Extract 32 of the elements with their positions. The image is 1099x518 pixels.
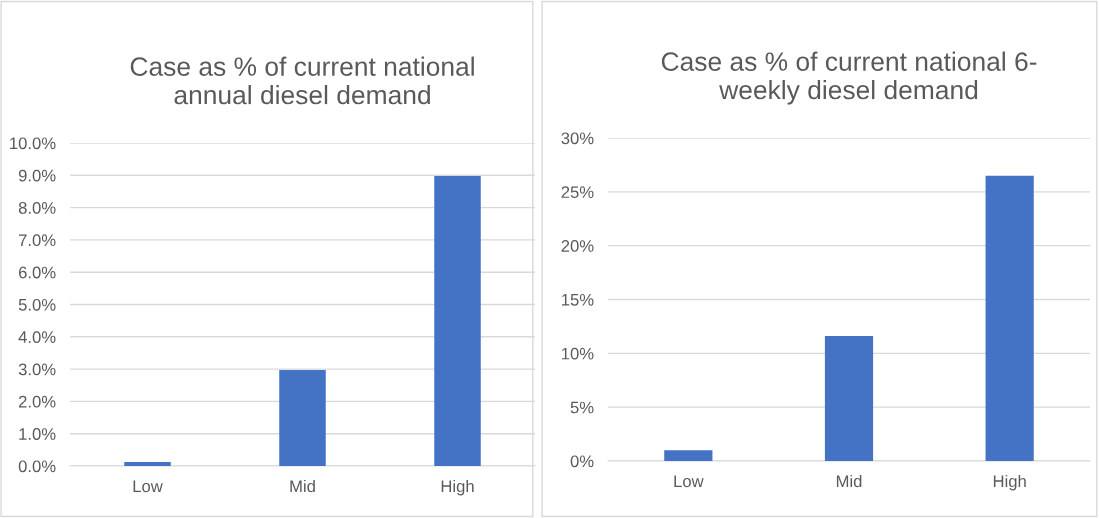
y-tick-label: 1.0% bbox=[19, 428, 56, 440]
y-tick-label: 4.0% bbox=[18, 331, 56, 343]
y-tick-label: 5% bbox=[570, 401, 594, 414]
bar bbox=[279, 370, 326, 466]
y-tick-label: 25% bbox=[561, 186, 594, 199]
y-tick-label: 3.0% bbox=[18, 363, 56, 376]
x-tick-label: Low bbox=[674, 475, 704, 488]
y-tick-label: 0% bbox=[570, 455, 594, 468]
x-tick-label: Low bbox=[133, 480, 163, 493]
bar bbox=[985, 175, 1034, 461]
chart-title: Case as % of current national annual diesel demand bbox=[130, 56, 474, 105]
bar bbox=[124, 462, 171, 466]
y-tick-label: 6.0% bbox=[18, 266, 56, 279]
x-tick-label: High bbox=[441, 479, 474, 496]
y-tick-label: 30% bbox=[561, 132, 594, 145]
y-tick-label: 2.0% bbox=[18, 395, 56, 408]
chart-title: Case as % of current national 6- weekly diesel demand bbox=[661, 51, 1037, 105]
y-tick-label: 10.0% bbox=[10, 137, 56, 150]
bar bbox=[664, 450, 713, 461]
x-tick-label: High bbox=[993, 474, 1026, 491]
y-tick-label: 20% bbox=[561, 240, 594, 252]
x-tick-label: Mid bbox=[836, 474, 862, 488]
y-tick-label: 9.0% bbox=[18, 169, 56, 182]
y-tick-label: 0.0% bbox=[18, 460, 56, 473]
y-tick-label: 10% bbox=[562, 347, 594, 360]
y-tick-label: 8.0% bbox=[18, 202, 56, 214]
bar bbox=[434, 175, 481, 466]
y-tick-label: 7.0% bbox=[18, 234, 56, 247]
x-tick-label: Mid bbox=[290, 479, 315, 493]
y-tick-label: 15% bbox=[562, 293, 594, 306]
y-tick-label: 5.0% bbox=[18, 298, 56, 311]
bar bbox=[824, 336, 874, 461]
